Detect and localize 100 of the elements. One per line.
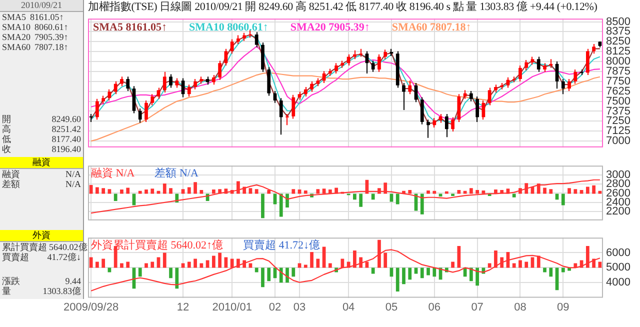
bar <box>438 194 442 196</box>
bar <box>371 268 375 274</box>
bar <box>561 194 565 206</box>
text: 高 8251.42 <box>2 124 81 134</box>
y-tick-label: 8375 <box>606 26 630 38</box>
bar <box>340 258 344 268</box>
bar <box>586 186 590 194</box>
bar <box>470 188 473 194</box>
text: 開 8249.60 <box>2 114 81 124</box>
bar <box>396 268 400 292</box>
y-tick-label: 7625 <box>606 85 630 98</box>
bar <box>384 182 388 194</box>
bar <box>543 188 546 194</box>
bar <box>194 182 197 194</box>
bar <box>187 187 191 194</box>
series-label: SMA10 8060.61↑ <box>188 21 268 34</box>
bar <box>114 194 118 202</box>
text: SMA20 7905.39↑ <box>2 32 68 42</box>
x-tick-label: 07 <box>471 301 484 314</box>
bar <box>261 194 264 218</box>
bar <box>359 194 363 207</box>
bar <box>408 268 412 280</box>
x-tick-label: 04 <box>342 301 355 314</box>
annotation: 融資 N/A <box>91 167 135 180</box>
y-tick-label: 7125 <box>606 125 630 138</box>
chart-title: 加權指數(TSE) 日線圖 2010/09/21 開 8249.60 高 8251.42 低 8177.40 收 8196.40 s 點 量 1303.83 億 +9.44 (+0.12%) <box>88 0 598 14</box>
y-tick-label: 5000 <box>606 262 630 274</box>
text: SMA20 7905.39↑ <box>290 21 370 34</box>
bar <box>304 190 308 194</box>
bar <box>500 257 504 268</box>
x-tick-label: 2009/09/28 <box>64 301 119 314</box>
text: 融資 <box>0 157 83 169</box>
text: 買賣超 41.72億↓ <box>2 252 81 262</box>
bar <box>420 268 424 278</box>
bar <box>126 262 130 268</box>
text: 收 8196.40 <box>2 144 81 154</box>
x-tick-label: 12 <box>176 301 190 314</box>
bar <box>598 262 602 268</box>
bar <box>444 191 448 194</box>
bar <box>218 252 222 268</box>
bar <box>267 190 271 194</box>
bar <box>102 188 106 194</box>
bar <box>89 257 93 268</box>
bar <box>292 189 296 194</box>
bar <box>187 262 191 268</box>
y-tick-label: 6000 <box>606 246 630 259</box>
bar <box>568 188 571 194</box>
bar <box>536 184 540 194</box>
bar <box>200 263 204 268</box>
bar <box>543 268 546 272</box>
bar <box>212 256 216 268</box>
bar <box>359 257 363 268</box>
y-tick-label: 4000 <box>606 276 630 289</box>
bar <box>169 188 172 194</box>
bar <box>574 189 578 194</box>
bar <box>402 268 406 284</box>
bar <box>200 190 204 194</box>
text: SMA10 8060.61↑ <box>2 22 68 32</box>
bar <box>279 268 283 283</box>
y-tick-label: 7750 <box>606 75 630 88</box>
bar <box>432 268 436 277</box>
text: 2010/09/21 <box>0 0 83 12</box>
x-tick-label: 02 <box>268 301 282 314</box>
bar <box>316 189 320 194</box>
y-tick-label: 3000 <box>606 168 630 181</box>
bar <box>316 258 320 268</box>
y-tick-label: 7000 <box>606 135 630 148</box>
bar <box>451 262 454 268</box>
bar <box>310 252 314 268</box>
bar <box>396 194 400 204</box>
bar <box>236 258 240 268</box>
bar <box>408 190 412 194</box>
bar <box>138 190 142 194</box>
y-tick-label: 7500 <box>606 95 630 108</box>
bar <box>524 262 528 268</box>
y-tick-label: 8000 <box>606 56 630 68</box>
bar <box>524 183 528 194</box>
text: SMA5 8161.05↑ <box>93 21 167 34</box>
x-tick-label: 03 <box>293 301 306 314</box>
y-tick-label: 2200 <box>606 206 630 218</box>
bar <box>371 194 375 200</box>
bar <box>144 263 148 268</box>
bar <box>592 185 596 194</box>
bar <box>420 194 424 214</box>
bar <box>384 252 388 268</box>
bar <box>432 190 436 194</box>
text: 外資 <box>0 230 83 242</box>
bar <box>561 268 565 272</box>
bar <box>254 268 258 272</box>
y-tick-label: 2400 <box>606 196 630 208</box>
bar <box>457 246 461 268</box>
text: 量 1303.83億 <box>2 286 81 296</box>
bar <box>150 188 154 194</box>
bar <box>162 252 166 268</box>
bar <box>328 263 332 268</box>
x-tick-label: 08 <box>514 301 526 314</box>
bar <box>102 258 106 268</box>
bar <box>574 263 578 268</box>
x-tick-label: 2010/01 <box>212 301 252 314</box>
bar <box>120 263 124 268</box>
